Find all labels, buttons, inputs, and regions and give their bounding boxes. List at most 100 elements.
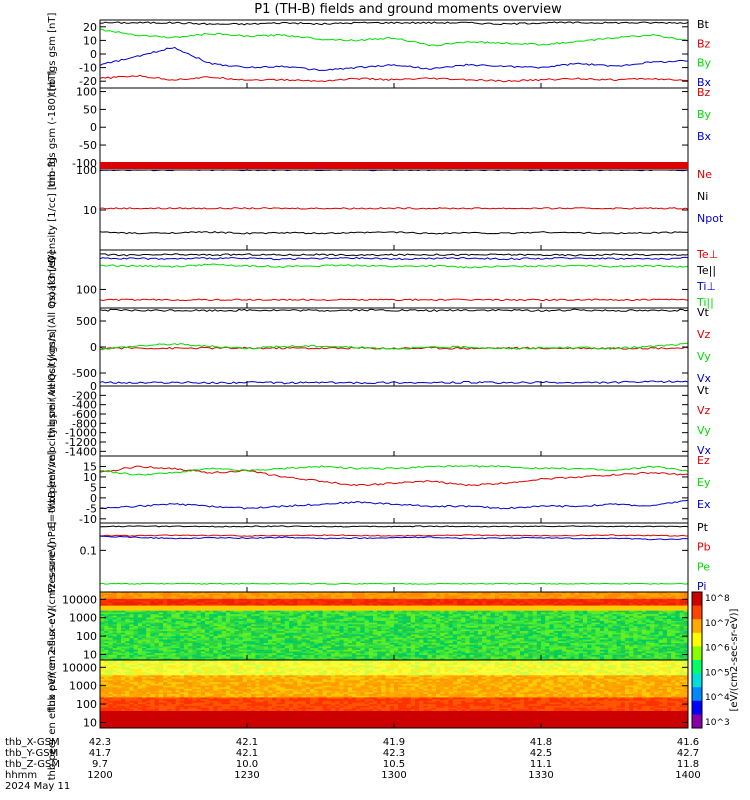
- heatmap-cell: [511, 610, 517, 613]
- heatmap-cell: [175, 598, 181, 601]
- heatmap-cell: [503, 607, 508, 610]
- heatmap-cell: [339, 648, 344, 651]
- heatmap-cell: [205, 634, 210, 637]
- heatmap-cell: [108, 615, 113, 618]
- heatmap-cell: [520, 648, 525, 651]
- heatmap-cell: [255, 632, 260, 635]
- heatmap-cell: [116, 609, 122, 612]
- heatmap-cell: [116, 615, 122, 618]
- heatmap-cell: [234, 643, 239, 646]
- heatmap-cell: [158, 602, 164, 605]
- heatmap-cell: [398, 632, 403, 635]
- heatmap-cell: [335, 612, 340, 615]
- heatmap-cell: [272, 629, 277, 632]
- heatmap-cell: [322, 592, 328, 595]
- heatmap-cell: [209, 653, 214, 656]
- heatmap-cell: [326, 631, 332, 634]
- heatmap-cell: [263, 648, 269, 651]
- heatmap-cell: [520, 593, 525, 596]
- heatmap-cell: [494, 656, 500, 659]
- heatmap-cell: [469, 612, 475, 615]
- heatmap-cell: [335, 598, 340, 601]
- heatmap-cell: [503, 593, 508, 596]
- heatmap-cell: [125, 654, 130, 657]
- heatmap-cell: [116, 631, 122, 634]
- heatmap-cell: [478, 612, 483, 615]
- heatmap-cell: [284, 603, 290, 606]
- heatmap-cell: [221, 600, 227, 603]
- heatmap-cell: [154, 658, 160, 661]
- heatmap-cell: [310, 622, 315, 625]
- heatmap-cell: [142, 646, 147, 649]
- heatmap-cell: [242, 605, 248, 608]
- heatmap-cell: [490, 658, 496, 661]
- heatmap-cell: [482, 612, 487, 615]
- heatmap-cell: [360, 614, 365, 617]
- heatmap-cell: [415, 603, 420, 606]
- heatmap-cell: [259, 600, 265, 603]
- heatmap-cell: [511, 634, 517, 637]
- heatmap-cell: [268, 639, 273, 642]
- heatmap-cell: [133, 644, 139, 647]
- heatmap-cell: [238, 644, 244, 647]
- heatmap-cell: [272, 627, 277, 630]
- heatmap-cell: [478, 620, 483, 623]
- y-axis-label: E=-VxB [mV/m]: [47, 450, 58, 528]
- heatmap-cell: [347, 648, 353, 651]
- heatmap-cell: [524, 622, 529, 625]
- heatmap-cell: [545, 620, 550, 623]
- heatmap-cell: [280, 637, 286, 640]
- heatmap-cell: [226, 603, 231, 606]
- heatmap-cell: [410, 610, 416, 613]
- heatmap-cell: [444, 654, 449, 657]
- heatmap-cell: [259, 592, 265, 595]
- heatmap-cell: [255, 643, 260, 646]
- heatmap-cell: [528, 595, 533, 598]
- heatmap-cell: [322, 644, 328, 647]
- heatmap-cell: [251, 622, 256, 625]
- heatmap-cell: [440, 615, 445, 618]
- heatmap-cell: [213, 636, 218, 639]
- heatmap-cell: [310, 610, 315, 613]
- heatmap-cell: [297, 622, 302, 625]
- heatmap-cell: [289, 641, 294, 644]
- heatmap-cell: [427, 598, 433, 601]
- heatmap-cell: [108, 600, 113, 603]
- heatmap-cell: [209, 600, 214, 603]
- heatmap-cell: [385, 600, 391, 603]
- heatmap-cell: [452, 634, 458, 637]
- heatmap-cell: [385, 632, 391, 635]
- heatmap-cell: [457, 603, 462, 606]
- heatmap-cell: [419, 617, 424, 620]
- heatmap-cell: [352, 627, 357, 630]
- heatmap-cell: [314, 643, 319, 646]
- heatmap-cell: [335, 622, 340, 625]
- heatmap-cell: [511, 595, 517, 598]
- y-tick-label: -10: [79, 513, 97, 526]
- heatmap-cell: [536, 639, 542, 642]
- heatmap-cell: [520, 644, 525, 647]
- heatmap-cell: [314, 649, 319, 652]
- heatmap-cell: [142, 620, 147, 623]
- heatmap-cell: [352, 658, 357, 661]
- heatmap-cell: [347, 603, 353, 606]
- heatmap-cell: [431, 631, 437, 634]
- heatmap-cell: [234, 634, 239, 637]
- heatmap-cell: [112, 597, 118, 600]
- heatmap-cell: [347, 637, 353, 640]
- heatmap-cell: [486, 593, 491, 596]
- heatmap-cell: [247, 615, 252, 618]
- heatmap-cell: [104, 653, 109, 656]
- heatmap-cell: [377, 607, 382, 610]
- heatmap-cell: [146, 658, 151, 661]
- heatmap-cell: [251, 600, 256, 603]
- heatmap-cell: [377, 612, 382, 615]
- heatmap-cell: [100, 656, 105, 659]
- heatmap-cell: [448, 595, 454, 598]
- heatmap-cell: [461, 629, 466, 632]
- heatmap-cell: [520, 610, 525, 613]
- heatmap-cell: [129, 629, 134, 632]
- heatmap-cell: [473, 614, 479, 617]
- heatmap-cell: [259, 636, 265, 639]
- heatmap-cell: [121, 602, 126, 605]
